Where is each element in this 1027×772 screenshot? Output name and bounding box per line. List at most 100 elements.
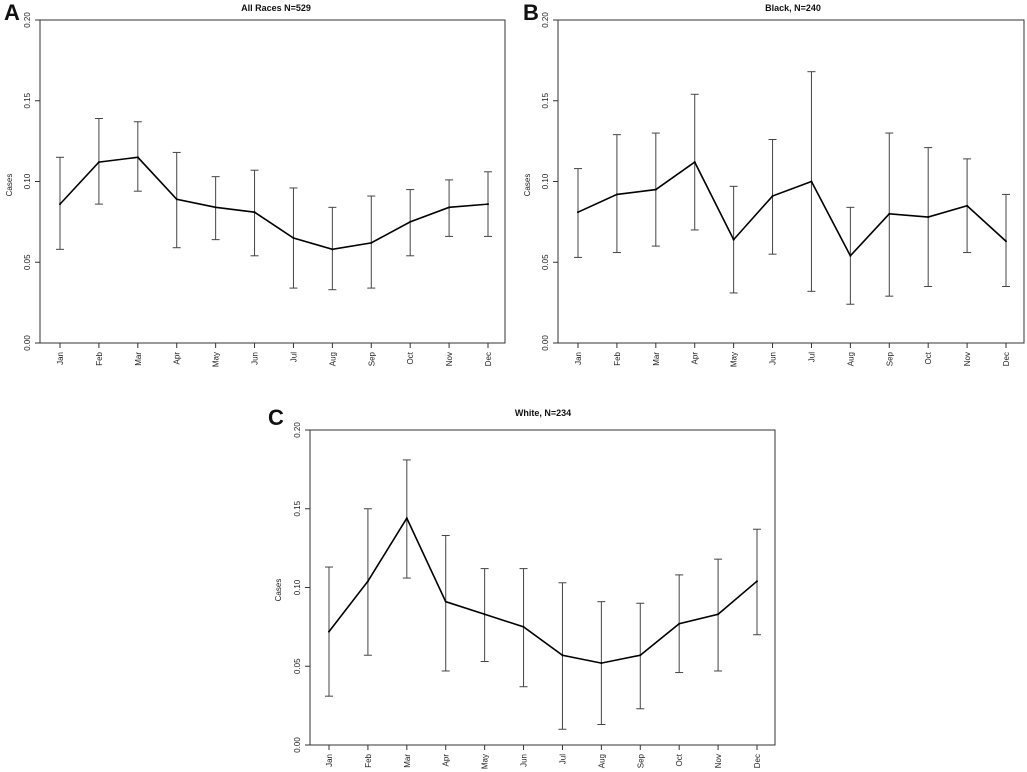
- panel-b-title: Black, N=240: [765, 3, 821, 13]
- panel-c-xtick-label: Feb: [364, 753, 373, 767]
- panel-b-xtick-label: Jan: [574, 352, 583, 365]
- panel-a-xtick-label: Jan: [56, 352, 65, 365]
- panel-b-data-point: [810, 180, 813, 183]
- panel-a-data-point: [448, 206, 451, 209]
- panel-c-xtick-label: Sep: [636, 753, 645, 768]
- panel-b-xtick-label: Jun: [769, 352, 778, 365]
- panel-b-data-point: [849, 254, 852, 257]
- panel-a-data-point: [487, 203, 489, 206]
- panel-a-data-point: [370, 241, 373, 244]
- panel-a-title: All Races N=529: [241, 3, 311, 13]
- panel-c-xtick-label: Mar: [403, 754, 412, 768]
- panel-a-data-point: [214, 206, 217, 209]
- panel-a-data-point: [97, 161, 100, 164]
- panel-a-ytick-label: 0.05: [23, 254, 32, 270]
- panel-b-xtick-label: Mar: [652, 352, 661, 366]
- panel-b-data-point: [577, 211, 579, 214]
- panel-a-xtick-label: Jun: [251, 352, 260, 365]
- panel-a-xtick-label: May: [212, 352, 221, 367]
- panel-c-xtick-label: Oct: [675, 753, 684, 766]
- panel-c-xtick-label: Nov: [714, 754, 723, 768]
- panel-c-data-point: [522, 625, 525, 628]
- panel-c-data-point: [366, 580, 369, 583]
- panel-a-ytick-label: 0.10: [23, 173, 32, 189]
- panel-a-xtick-label: Sep: [367, 351, 376, 366]
- panel-c-xtick-label: Jun: [520, 754, 529, 767]
- panel-b-data-point: [1005, 240, 1007, 243]
- panel-a-xtick-label: Feb: [95, 351, 104, 365]
- panel-c-data-point: [483, 613, 486, 616]
- panel-c-xtick-label: Dec: [753, 754, 762, 768]
- panel-c-data-point: [717, 613, 720, 616]
- panel-b-data-point: [966, 204, 969, 207]
- panel-c-xtick-label: Apr: [442, 754, 451, 767]
- panel-b-xtick-label: May: [730, 352, 739, 367]
- panel-c-data-point: [328, 630, 330, 633]
- panel-a-data-point: [59, 203, 61, 206]
- panel-b-data-point: [732, 238, 735, 241]
- panel-b-ytick-label: 0.05: [541, 254, 550, 270]
- panel-b-xtick-label: Feb: [613, 351, 622, 365]
- panel-a-letter: A: [4, 0, 20, 25]
- panel-b-plot-frame: [557, 19, 1025, 344]
- panel-c-ytick-label: 0.20: [293, 422, 302, 438]
- panel-b-xtick-label: Apr: [691, 352, 700, 365]
- panel-a-xtick-label: Nov: [445, 352, 454, 366]
- panel-b-xtick-label: Dec: [1002, 352, 1011, 366]
- panel-a-xtick-label: Jul: [289, 352, 298, 362]
- panel-b-xtick-label: Jul: [807, 352, 816, 362]
- panel-b-ytick-label: 0.15: [541, 92, 550, 108]
- panel-a-series-line: [59, 156, 489, 251]
- panel-c-xtick-label: Jan: [325, 754, 334, 767]
- panel-c-data-point: [405, 517, 408, 520]
- panel-c-ytick-label: 0.05: [293, 658, 302, 674]
- panel-b-ytick-label: 0.00: [541, 335, 550, 351]
- panel-b-data-point: [927, 216, 930, 219]
- panel-c-plot-frame: [309, 429, 776, 746]
- panel-c-data-point: [639, 654, 642, 657]
- panel-b-data-point: [888, 212, 891, 215]
- panel-c-data-point: [600, 662, 603, 665]
- panel-a-xtick-label: Oct: [406, 351, 415, 364]
- panel-c-data-point: [756, 580, 758, 583]
- panel-a-plot-frame: [39, 19, 506, 344]
- panel-c-ylabel: Cases: [274, 579, 283, 602]
- panel-b-ytick-label: 0.20: [541, 12, 550, 28]
- panel-b-ylabel: Cases: [523, 174, 532, 197]
- panel-b-data-point: [654, 188, 657, 191]
- panel-b-data-point: [693, 161, 696, 164]
- panel-c-xtick-label: Aug: [597, 754, 606, 768]
- panel-a-data-point: [409, 220, 412, 223]
- panel-b-xtick-label: Nov: [963, 352, 972, 366]
- panel-b-xtick-label: Sep: [885, 351, 894, 366]
- panel-c-series-line: [328, 516, 758, 664]
- panel-c-data-point: [678, 622, 681, 625]
- panel-c-data-point: [561, 654, 564, 657]
- panel-a-chart: A All Races N=529 Cases 0.00 0.05 0.10 0.15…: [4, 0, 506, 367]
- panel-a-xtick-label: Mar: [134, 352, 143, 366]
- panel-c-letter: C: [268, 405, 284, 430]
- panel-b-series-line: [577, 160, 1007, 258]
- panel-a-ytick-label: 0.15: [23, 92, 32, 108]
- panel-c-title: White, N=234: [515, 408, 571, 418]
- panel-c-ytick-label: 0.00: [293, 737, 302, 753]
- panel-a-ytick-label: 0.00: [23, 335, 32, 351]
- panel-a-data-point: [292, 237, 295, 240]
- panel-b-ytick-label: 0.10: [541, 173, 550, 189]
- panel-a-xtick-label: Dec: [484, 352, 493, 366]
- panel-c-ytick-label: 0.10: [293, 579, 302, 595]
- panel-c-xtick-label: May: [481, 754, 490, 769]
- panel-c-data-point: [444, 600, 447, 603]
- panel-c-ytick-label: 0.15: [293, 500, 302, 516]
- panel-c-error-bar: [441, 535, 450, 672]
- panel-b-data-point: [615, 193, 618, 196]
- panel-c-chart: C White, N=234 Cases 0.00 0.05 0.10 0.15 0.2…: [268, 405, 776, 769]
- panel-a-data-point: [175, 198, 178, 201]
- panel-b-xtick-label: Aug: [846, 352, 855, 366]
- panel-b-chart: B Black, N=240 Cases 0.00 0.05 0.10 0.15 0.2…: [523, 0, 1025, 367]
- panel-a-data-point: [331, 248, 334, 251]
- panel-a-ylabel: Cases: [5, 174, 14, 197]
- panel-c-xtick-label: Jul: [558, 754, 567, 764]
- panel-b-letter: B: [523, 0, 539, 25]
